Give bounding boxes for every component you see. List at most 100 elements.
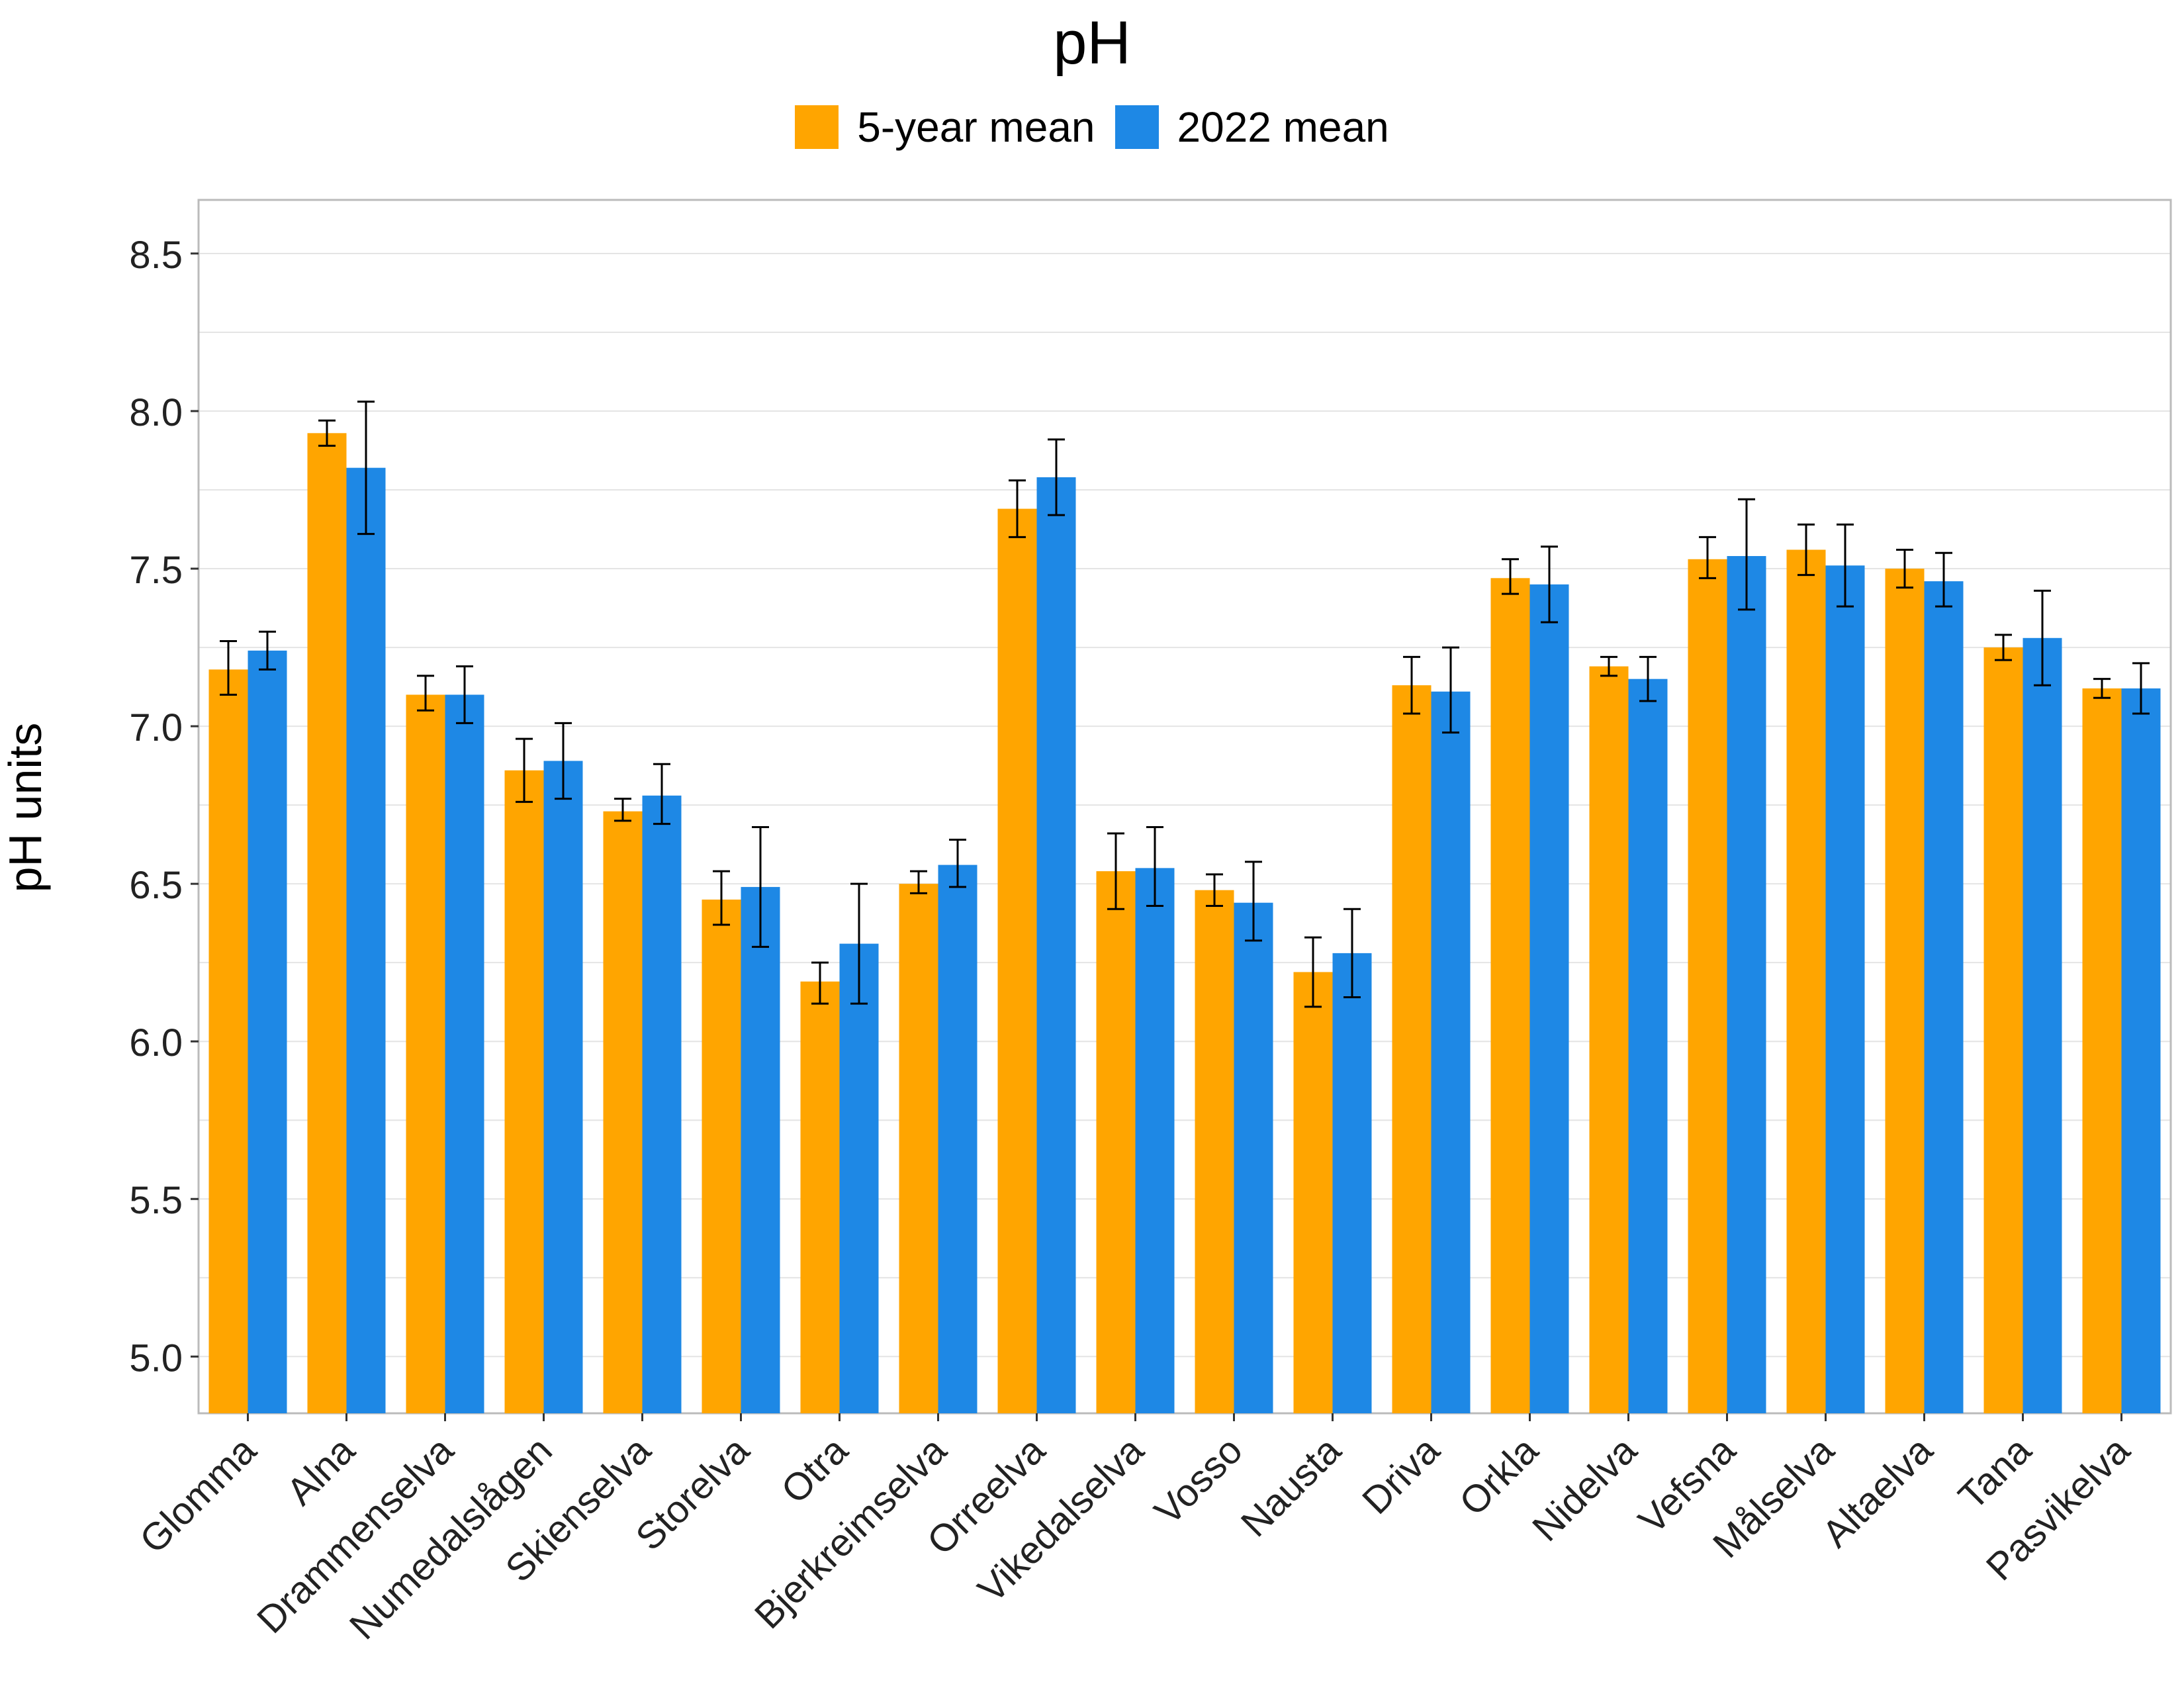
y-tick-label: 6.5 [129, 864, 183, 907]
legend-swatch-2022-mean [1115, 105, 1159, 149]
error-bar [1009, 479, 1026, 538]
error-bar [1935, 551, 1952, 608]
error-bar [1502, 558, 1519, 595]
x-tick-label: Nausta [1233, 1429, 1349, 1545]
bar-2022-mean [1036, 477, 1076, 1413]
error-bar [417, 675, 434, 712]
bar-5-year-mean [1490, 578, 1530, 1413]
error-bar [949, 838, 966, 888]
error-bar [653, 763, 670, 825]
error-bar [1541, 545, 1558, 624]
bar-5-year-mean [702, 899, 741, 1413]
legend: 5-year mean 2022 mean [0, 103, 2184, 152]
x-tick-label: Driva [1354, 1429, 1448, 1523]
bar-5-year-mean [504, 770, 544, 1413]
error-bar [1639, 655, 1657, 702]
bar-5-year-mean [1688, 559, 1727, 1413]
y-tick-label: 8.0 [129, 391, 183, 434]
bar-2022-mean [642, 795, 682, 1413]
y-axis-label: pH units [0, 723, 51, 893]
bar-5-year-mean [307, 433, 347, 1413]
bar-5-year-mean [1293, 972, 1333, 1413]
bar-5-year-mean [997, 508, 1037, 1414]
error-bar [1699, 536, 1716, 579]
error-bar [1304, 936, 1322, 1008]
x-tick-label: Otra [773, 1429, 856, 1512]
error-bar [456, 665, 473, 724]
error-bar [1107, 832, 1124, 910]
bar-2022-mean [839, 943, 879, 1413]
error-bar [1048, 438, 1065, 516]
error-bar [318, 419, 336, 447]
bar-2022-mean [1431, 691, 1471, 1413]
error-bar [1738, 498, 1755, 611]
legend-label-2022-mean: 2022 mean [1177, 103, 1389, 151]
y-tick-label: 6.0 [129, 1021, 183, 1064]
error-bar [752, 825, 769, 948]
error-bar [1837, 523, 1854, 608]
error-bar [811, 961, 829, 1005]
error-bar [1403, 655, 1420, 715]
error-bar [259, 630, 276, 671]
bar-2022-mean [741, 886, 780, 1413]
bar-5-year-mean [899, 884, 938, 1413]
y-tick-label: 7.5 [129, 549, 183, 592]
error-bar [910, 870, 927, 894]
bar-2022-mean [2121, 688, 2161, 1413]
error-bar [614, 798, 631, 822]
error-bar [1797, 523, 1815, 577]
bar-2022-mean [2023, 637, 2062, 1413]
error-bar [516, 737, 533, 803]
bar-5-year-mean [1195, 890, 1234, 1413]
panel-border [197, 199, 2172, 1415]
legend-item-2022-mean: 2022 mean [1115, 103, 1389, 152]
bar-2022-mean [1727, 555, 1766, 1414]
chart-title: pH [1053, 9, 1131, 77]
x-tick-label: Tana [1950, 1429, 2040, 1518]
bar-5-year-mean [1786, 549, 1826, 1413]
y-axis: 5.0 5.5 6.0 6.5 7.0 7.5 8.0 8.5 [129, 234, 199, 1380]
bar-2022-mean [1825, 565, 1865, 1413]
bar-5-year-mean [1983, 647, 2023, 1413]
error-bar [1343, 908, 1361, 999]
bar-5-year-mean [208, 669, 248, 1413]
x-tick-label: Glomma [132, 1429, 265, 1562]
legend-label-5-year-mean: 5-year mean [857, 103, 1095, 151]
error-bar [1206, 873, 1223, 907]
bar-2022-mean [445, 694, 484, 1413]
bar-5-year-mean [800, 981, 840, 1413]
error-bar [713, 870, 730, 926]
bars-layer [208, 433, 2161, 1414]
bar-5-year-mean [406, 694, 445, 1413]
x-axis: Glomma AlnaDrammenselvaNumedalslågenSkien… [132, 1413, 2138, 1648]
bar-2022-mean [248, 650, 287, 1413]
y-tick-label: 5.5 [129, 1179, 183, 1222]
error-bar [357, 400, 375, 536]
error-bar [220, 640, 237, 696]
bar-2022-mean [346, 467, 386, 1414]
y-tick-label: 5.0 [129, 1336, 183, 1380]
error-bar [850, 882, 868, 1005]
y-tick-label: 7.0 [129, 706, 183, 749]
error-bar [1600, 655, 1617, 677]
bar-5-year-mean [1885, 569, 1925, 1414]
x-tick-label: Altaelva [1814, 1429, 1941, 1556]
bar-5-year-mean [603, 811, 643, 1413]
bar-2022-mean [1135, 868, 1175, 1413]
bar-5-year-mean [1392, 685, 1432, 1413]
error-bar [1146, 825, 1163, 907]
error-bar [2093, 678, 2111, 699]
bar-5-year-mean [2082, 688, 2122, 1413]
error-bar [555, 722, 572, 800]
bar-2022-mean [938, 865, 978, 1413]
y-tick-label: 8.5 [129, 234, 183, 277]
x-tick-label: Orkla [1451, 1429, 1547, 1524]
error-bars-layer [220, 400, 2150, 1008]
x-tick-label: Nidelva [1524, 1429, 1645, 1550]
error-bar [2132, 662, 2150, 715]
x-tick-label: Alna [279, 1429, 364, 1514]
legend-swatch-5-year-mean [795, 105, 839, 149]
bar-5-year-mean [1589, 666, 1629, 1413]
error-bar [1442, 646, 1459, 734]
